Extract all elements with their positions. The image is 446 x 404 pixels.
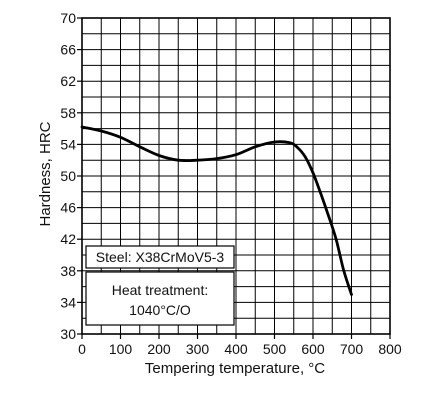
y-tick-label: 30 — [60, 326, 76, 342]
series-layer — [80, 125, 353, 296]
y-tick-label: 38 — [60, 263, 76, 279]
y-axis-ticks: 30 34 38 42 46 50 54 58 62 66 70 — [60, 10, 82, 342]
x-tick-label: 800 — [378, 341, 402, 357]
hardness-curve — [80, 125, 353, 296]
y-tick-label: 66 — [60, 42, 76, 58]
y-tick-label: 58 — [60, 105, 76, 121]
steel-label-box: Steel: X38CrMoV5-3 — [85, 245, 235, 269]
x-tick-label: 200 — [147, 341, 171, 357]
heat-treatment-value: 1040°C/O — [129, 302, 191, 318]
x-axis-title: Tempering temperature, °C — [145, 360, 325, 377]
y-axis-title: Hardness, HRC — [37, 121, 54, 226]
y-tick-label: 70 — [60, 10, 76, 26]
x-tick-label: 700 — [340, 341, 364, 357]
y-tick-label: 54 — [60, 136, 76, 152]
y-tick-label: 50 — [60, 168, 76, 184]
y-tick-label: 42 — [60, 231, 76, 247]
y-tick-label: 62 — [60, 73, 76, 89]
y-tick-label: 34 — [60, 294, 76, 310]
x-tick-label: 600 — [301, 341, 325, 357]
x-tick-label: 500 — [263, 341, 287, 357]
heat-treatment-box: Heat treatment: 1040°C/O — [85, 271, 235, 326]
chart-grid — [82, 18, 390, 334]
x-axis-ticks: 0 100 200 300 400 500 600 700 800 — [78, 334, 402, 357]
x-tick-label: 400 — [224, 341, 248, 357]
x-tick-label: 0 — [78, 341, 86, 357]
heat-treatment-label: Heat treatment: — [112, 282, 209, 298]
x-tick-label: 100 — [109, 341, 133, 357]
x-tick-label: 300 — [186, 341, 210, 357]
steel-label: Steel: X38CrMoV5-3 — [96, 249, 225, 265]
y-tick-label: 46 — [60, 200, 76, 216]
